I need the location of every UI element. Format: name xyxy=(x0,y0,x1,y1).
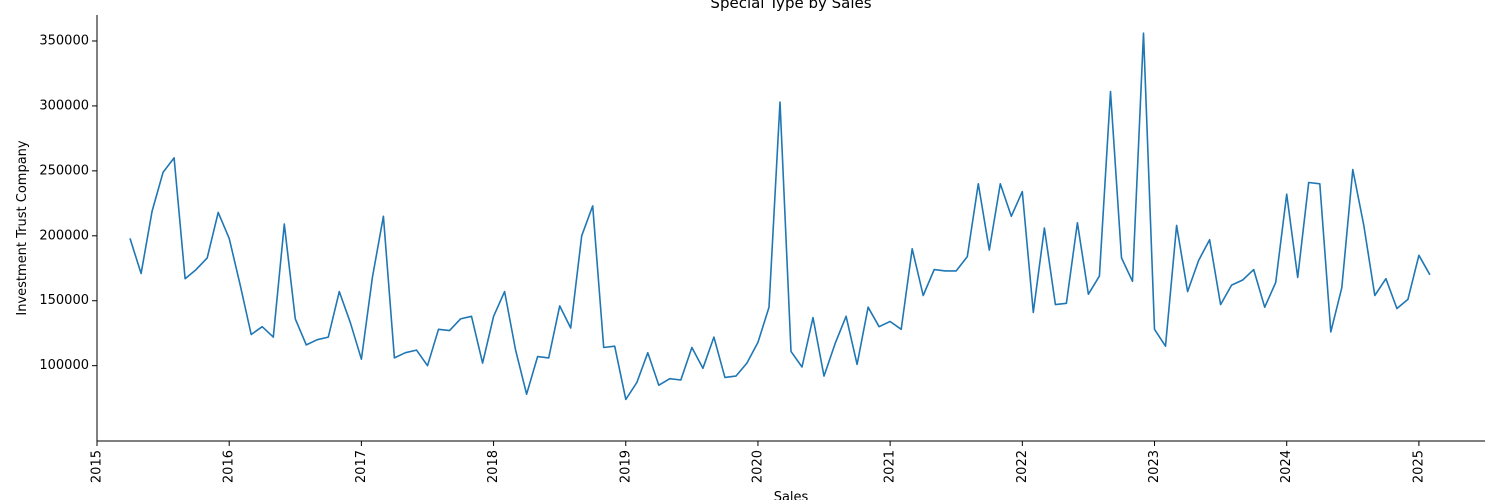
y-tick-label: 200000 xyxy=(39,228,89,243)
chart-title: Special Type by Sales xyxy=(710,0,871,12)
series-line xyxy=(129,32,1431,401)
x-axis: 2015 2016 2017 2018 2019 2020 2021 2022 2023 2024… xyxy=(90,440,1485,483)
y-tick-label: 350000 xyxy=(39,33,89,48)
y-tick-label: 300000 xyxy=(39,98,89,113)
plot-area xyxy=(129,32,1431,401)
x-tick-label: 2015 xyxy=(90,450,105,483)
x-tick-label: 2017 xyxy=(354,450,369,483)
y-tick-label: 150000 xyxy=(39,293,89,308)
y-tick-label: 250000 xyxy=(39,163,89,178)
y-axis-title: Investment Trust Company xyxy=(15,140,30,316)
x-tick-label: 2025 xyxy=(1411,450,1426,483)
y-tick-label: 100000 xyxy=(39,358,89,373)
x-tick-label: 2018 xyxy=(486,450,501,483)
x-tick-label: 2020 xyxy=(750,450,765,483)
x-tick-label: 2019 xyxy=(618,450,633,483)
x-tick-label: 2022 xyxy=(1015,450,1030,483)
x-tick-label: 2016 xyxy=(222,450,237,483)
y-axis: 100000 150000 200000 250000 300000 350000 xyxy=(39,15,98,441)
x-tick-label: 2021 xyxy=(883,450,898,483)
x-tick-label: 2024 xyxy=(1279,450,1294,483)
x-axis-title: Sales xyxy=(774,490,809,500)
x-tick-label: 2023 xyxy=(1147,450,1162,483)
